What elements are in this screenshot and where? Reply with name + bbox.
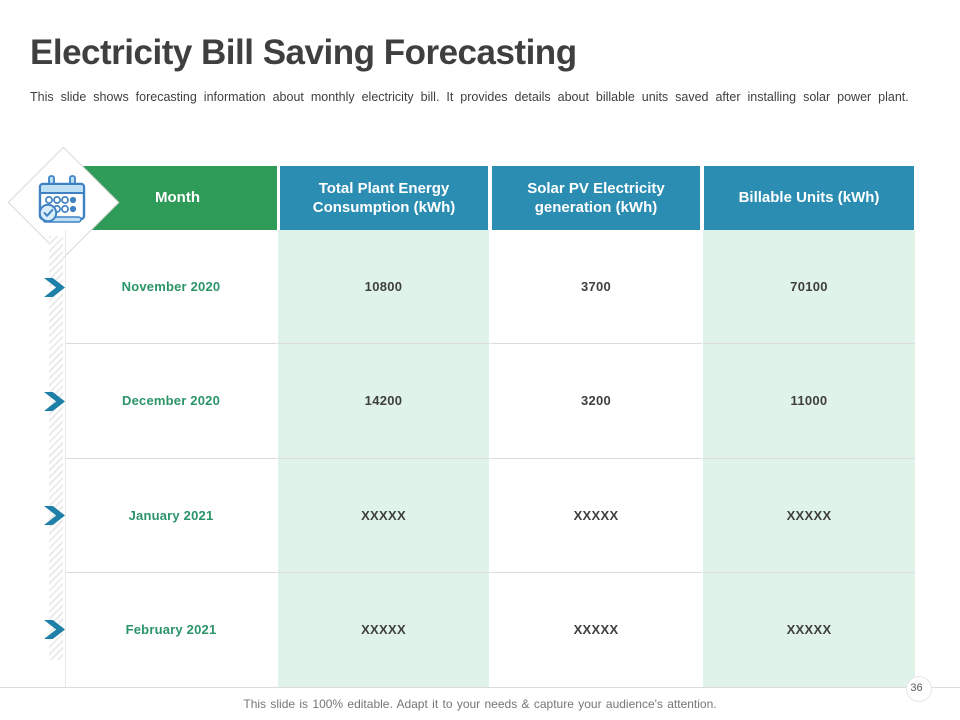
cell-month: January 2021 [66, 458, 278, 573]
cell-month: November 2020 [66, 230, 278, 345]
table-header-solar: Solar PV Electricity generation (kWh) [492, 166, 700, 230]
forecast-table: November 2020 10800 3700 70100 December … [65, 230, 915, 687]
page-title: Electricity Bill Saving Forecasting [30, 33, 577, 72]
cell-billable: 70100 [703, 230, 915, 345]
cell-billable: 11000 [703, 344, 915, 459]
cell-solar: 3200 [491, 344, 703, 459]
cell-consumption: 10800 [278, 230, 491, 345]
cell-billable: XXXXX [703, 458, 915, 573]
footer-note: This slide is 100% editable. Adapt it to… [243, 697, 717, 711]
cell-consumption: 14200 [278, 344, 491, 459]
table-header-billable: Billable Units (kWh) [704, 166, 914, 230]
table-header-consumption: Total Plant Energy Consumption (kWh) [280, 166, 488, 230]
cell-solar: 3700 [491, 230, 703, 345]
cell-billable: XXXXX [703, 572, 915, 687]
page-number: 36 [910, 682, 923, 694]
cell-solar: XXXXX [491, 572, 703, 687]
cell-consumption: XXXXX [278, 458, 491, 573]
footer-divider [0, 687, 960, 688]
calendar-icon [38, 175, 86, 223]
hatched-strip [49, 236, 63, 660]
cell-month: December 2020 [66, 344, 278, 459]
cell-month: February 2021 [66, 572, 278, 687]
slide-description: This slide shows forecasting information… [30, 90, 909, 104]
cell-solar: XXXXX [491, 458, 703, 573]
crescent-arc-icon [906, 675, 937, 703]
cell-consumption: XXXXX [278, 572, 491, 687]
